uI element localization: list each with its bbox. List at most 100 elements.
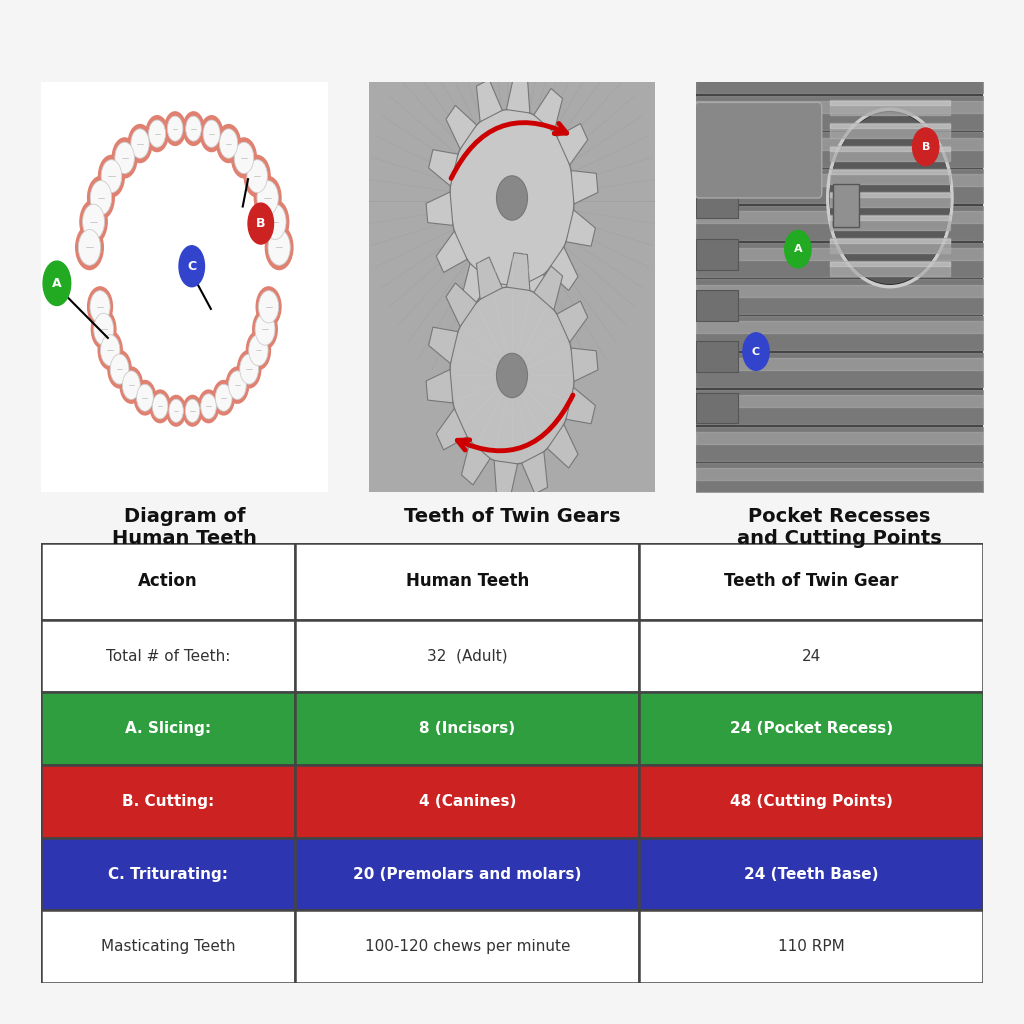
Circle shape: [264, 204, 286, 240]
Polygon shape: [566, 210, 595, 246]
Polygon shape: [507, 253, 529, 291]
FancyBboxPatch shape: [33, 69, 336, 505]
Circle shape: [226, 368, 249, 403]
Text: Teeth of Twin Gear: Teeth of Twin Gear: [724, 572, 898, 590]
Polygon shape: [521, 274, 548, 316]
FancyBboxPatch shape: [639, 765, 983, 838]
Circle shape: [830, 113, 949, 284]
Circle shape: [228, 371, 246, 399]
Text: Action: Action: [138, 572, 198, 590]
Polygon shape: [429, 328, 458, 364]
Circle shape: [912, 128, 939, 166]
FancyBboxPatch shape: [41, 910, 295, 983]
Circle shape: [169, 399, 183, 422]
Circle shape: [83, 204, 104, 240]
FancyBboxPatch shape: [295, 692, 639, 765]
Circle shape: [101, 160, 122, 193]
FancyBboxPatch shape: [41, 692, 295, 765]
FancyBboxPatch shape: [41, 765, 295, 838]
Circle shape: [199, 390, 219, 423]
Circle shape: [231, 138, 256, 178]
Polygon shape: [436, 231, 467, 272]
Polygon shape: [495, 283, 517, 321]
Text: 32  (Adult): 32 (Adult): [427, 648, 508, 664]
Polygon shape: [476, 80, 503, 122]
FancyBboxPatch shape: [696, 187, 738, 218]
Text: 4 (Canines): 4 (Canines): [419, 794, 516, 809]
Polygon shape: [462, 263, 490, 307]
Text: C. Triturating:: C. Triturating:: [109, 866, 228, 882]
Circle shape: [219, 129, 238, 159]
FancyBboxPatch shape: [295, 620, 639, 692]
FancyBboxPatch shape: [639, 910, 983, 983]
Polygon shape: [462, 441, 490, 485]
Circle shape: [248, 203, 273, 244]
Circle shape: [150, 390, 170, 423]
FancyBboxPatch shape: [639, 543, 983, 620]
Circle shape: [98, 331, 122, 370]
Circle shape: [497, 176, 527, 220]
Circle shape: [185, 116, 202, 141]
Circle shape: [88, 287, 113, 327]
Text: 8 (Incisors): 8 (Incisors): [419, 721, 515, 736]
Text: 110 RPM: 110 RPM: [778, 939, 845, 954]
Text: Human Teeth: Human Teeth: [406, 572, 528, 590]
FancyBboxPatch shape: [295, 543, 639, 620]
Text: Pocket Recesses
and Cutting Points: Pocket Recesses and Cutting Points: [737, 507, 942, 548]
FancyBboxPatch shape: [696, 341, 738, 372]
Polygon shape: [534, 88, 562, 132]
FancyBboxPatch shape: [41, 620, 295, 692]
FancyBboxPatch shape: [359, 69, 665, 505]
Polygon shape: [446, 105, 476, 150]
FancyBboxPatch shape: [41, 838, 295, 910]
Text: 24 (Pocket Recess): 24 (Pocket Recess): [729, 721, 893, 736]
Text: A. Slicing:: A. Slicing:: [125, 721, 211, 736]
Circle shape: [76, 225, 103, 269]
FancyBboxPatch shape: [695, 102, 822, 198]
Text: B: B: [256, 217, 265, 230]
Circle shape: [185, 399, 200, 422]
FancyBboxPatch shape: [295, 765, 639, 838]
Polygon shape: [426, 193, 453, 225]
Circle shape: [213, 381, 234, 415]
Circle shape: [827, 110, 952, 287]
Circle shape: [249, 335, 268, 366]
FancyBboxPatch shape: [696, 392, 738, 423]
Polygon shape: [534, 266, 562, 310]
Circle shape: [247, 160, 267, 193]
Circle shape: [201, 394, 216, 419]
Text: Masticating Teeth: Masticating Teeth: [101, 939, 236, 954]
Polygon shape: [436, 409, 467, 450]
Polygon shape: [495, 461, 517, 499]
Circle shape: [165, 112, 185, 145]
Polygon shape: [476, 257, 503, 299]
Circle shape: [743, 333, 769, 371]
Circle shape: [91, 309, 116, 349]
Circle shape: [255, 313, 274, 345]
Polygon shape: [548, 247, 578, 291]
Text: 20 (Premolars and molars): 20 (Premolars and molars): [353, 866, 582, 882]
Polygon shape: [557, 124, 588, 165]
Polygon shape: [426, 370, 453, 402]
Circle shape: [90, 180, 112, 215]
Circle shape: [146, 116, 168, 152]
FancyBboxPatch shape: [41, 543, 295, 620]
Text: Total # of Teeth:: Total # of Teeth:: [105, 648, 230, 664]
FancyBboxPatch shape: [696, 290, 738, 321]
Circle shape: [268, 229, 290, 265]
Circle shape: [234, 142, 254, 173]
Circle shape: [98, 156, 124, 197]
Circle shape: [123, 371, 140, 399]
Circle shape: [131, 129, 150, 159]
Circle shape: [261, 200, 289, 244]
Circle shape: [183, 395, 202, 426]
Polygon shape: [521, 452, 548, 494]
Circle shape: [167, 395, 185, 426]
Circle shape: [254, 176, 281, 219]
Circle shape: [120, 368, 142, 403]
Circle shape: [450, 287, 574, 464]
Circle shape: [247, 331, 270, 370]
Circle shape: [265, 225, 293, 269]
Circle shape: [113, 138, 137, 178]
FancyBboxPatch shape: [833, 184, 859, 227]
